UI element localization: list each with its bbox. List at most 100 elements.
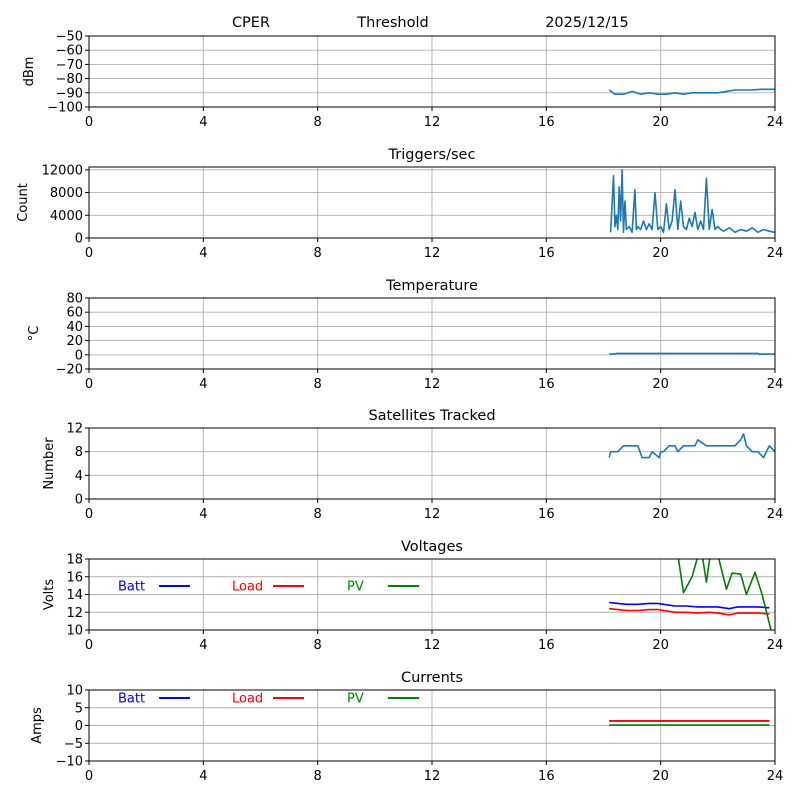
x-tick-label: 24 — [767, 246, 784, 261]
x-tick-label: 20 — [652, 507, 669, 522]
x-tick-label: 16 — [538, 638, 555, 653]
y-tick-label: −60 — [56, 44, 83, 59]
x-tick-label: 4 — [199, 246, 207, 261]
y-tick-label: −70 — [56, 58, 83, 73]
y-tick-label: 0 — [75, 719, 83, 734]
series-line-pv — [677, 559, 772, 630]
chart-title: Temperature — [385, 278, 478, 294]
x-tick-label: 4 — [199, 638, 207, 653]
chart-title: Satellites Tracked — [368, 408, 495, 424]
y-tick-label: 16 — [66, 570, 83, 585]
y-tick-label: −5 — [64, 737, 83, 752]
x-tick-label: 16 — [538, 115, 555, 130]
y-tick-label: 10 — [66, 684, 83, 699]
y-axis-label: Amps — [30, 707, 45, 744]
y-tick-label: 12000 — [42, 163, 83, 178]
y-tick-label: −10 — [56, 755, 83, 770]
legend-label: Batt — [118, 692, 145, 707]
x-tick-label: 12 — [424, 769, 441, 784]
series-line-batt — [609, 601, 770, 610]
panel-triggers: 0 4 8 12 16 20 24 0 4000 8000 12000 Count Triggers/s… — [16, 147, 783, 261]
x-tick-label: 16 — [538, 769, 555, 784]
header-site: CPER — [232, 15, 270, 31]
x-tick-label: 20 — [652, 246, 669, 261]
series-line-temperature — [609, 352, 775, 355]
y-tick-label: 4000 — [50, 209, 83, 224]
y-tick-label: −50 — [56, 30, 83, 45]
x-tick-label: 20 — [652, 377, 669, 392]
y-tick-label: −80 — [56, 72, 83, 87]
y-tick-label: 12 — [66, 606, 83, 621]
x-tick-label: 0 — [85, 246, 93, 261]
y-tick-label: 20 — [66, 334, 83, 349]
x-tick-label: 8 — [314, 769, 322, 784]
y-tick-label: 80 — [66, 292, 83, 307]
y-tick-label: 10 — [66, 624, 83, 639]
legend-label: PV — [347, 692, 364, 707]
series-line-load — [609, 607, 770, 616]
x-tick-label: 24 — [767, 507, 784, 522]
x-tick-label: 12 — [424, 507, 441, 522]
y-tick-label: −100 — [47, 101, 83, 116]
x-tick-label: 4 — [199, 507, 207, 522]
y-tick-label: 18 — [66, 553, 83, 568]
y-axis-label: Number — [42, 437, 57, 490]
y-axis-label: dBm — [22, 57, 37, 87]
x-tick-label: 12 — [424, 246, 441, 261]
y-tick-label: 8 — [75, 445, 83, 460]
x-tick-label: 16 — [538, 507, 555, 522]
x-tick-label: 0 — [85, 507, 93, 522]
x-tick-label: 8 — [314, 377, 322, 392]
legend-label: Batt — [118, 580, 145, 595]
x-tick-label: 4 — [199, 115, 207, 130]
y-tick-label: 12 — [66, 422, 83, 437]
series-line-satellites — [608, 433, 775, 459]
x-tick-label: 0 — [85, 638, 93, 653]
x-tick-label: 8 — [314, 507, 322, 522]
x-tick-label: 20 — [652, 638, 669, 653]
x-tick-label: 24 — [767, 638, 784, 653]
series-line-triggers — [609, 169, 775, 234]
x-tick-label: 24 — [767, 769, 784, 784]
x-tick-label: 4 — [199, 769, 207, 784]
y-tick-label: −20 — [56, 363, 83, 378]
x-tick-label: 20 — [652, 115, 669, 130]
x-tick-label: 16 — [538, 246, 555, 261]
x-tick-label: 24 — [767, 377, 784, 392]
legend-label: Load — [232, 692, 263, 707]
panel-currents: 0 4 8 12 16 20 24 −10 −5 0 5 10 Amps Currents Batt Load… — [30, 670, 783, 784]
legend-label: Load — [232, 580, 263, 595]
legend-label: PV — [347, 580, 364, 595]
y-axis-label: Count — [16, 183, 31, 222]
y-tick-label: 5 — [75, 701, 83, 716]
x-tick-label: 8 — [314, 115, 322, 130]
y-tick-label: 0 — [75, 493, 83, 508]
y-tick-label: 0 — [75, 232, 83, 247]
y-axis-label: Volts — [42, 579, 57, 611]
x-tick-label: 24 — [767, 115, 784, 130]
y-tick-label: 0 — [75, 348, 83, 363]
header-mode: Threshold — [356, 15, 428, 31]
panel-voltages: 0 4 8 12 16 20 24 10 12 14 16 18 Volts Voltages Batt Lo… — [42, 539, 783, 653]
y-tick-label: −90 — [56, 86, 83, 101]
x-tick-label: 4 — [199, 377, 207, 392]
y-axis-label: °C — [27, 326, 42, 342]
y-tick-label: 40 — [66, 320, 83, 335]
panel-satellites: 0 4 8 12 16 20 24 0 4 8 12 Number Satellites Tracked — [42, 408, 783, 522]
x-tick-label: 12 — [424, 115, 441, 130]
y-tick-label: 4 — [75, 469, 83, 484]
x-tick-label: 16 — [538, 377, 555, 392]
x-tick-label: 20 — [652, 769, 669, 784]
x-tick-label: 12 — [424, 638, 441, 653]
y-tick-label: 60 — [66, 306, 83, 321]
x-tick-label: 0 — [85, 377, 93, 392]
panel-rssi: 0 4 8 12 16 20 24 −100−90−80−70−60−50 dBm — [22, 30, 783, 131]
series-line-rssi — [608, 88, 775, 95]
chart-title: Currents — [401, 670, 463, 686]
x-tick-label: 0 — [85, 769, 93, 784]
y-tick-label: 8000 — [50, 186, 83, 201]
x-tick-label: 0 — [85, 115, 93, 130]
